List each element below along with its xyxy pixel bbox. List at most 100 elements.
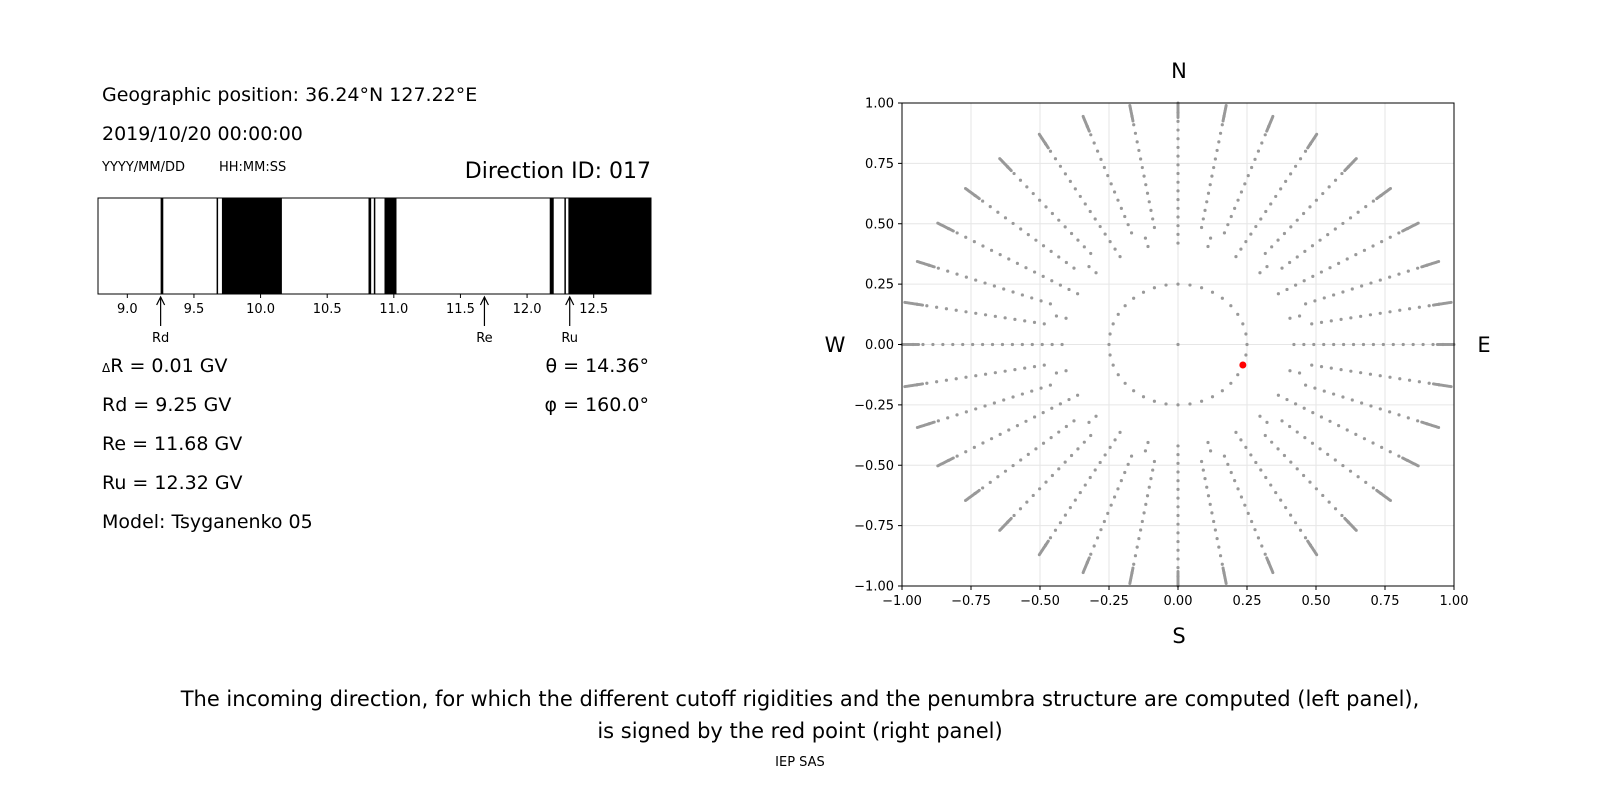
- direction-point: [1176, 539, 1180, 544]
- direction-point: [1092, 544, 1096, 548]
- direction-point: [1152, 225, 1157, 230]
- direction-point: [1076, 292, 1080, 296]
- direction-point: [1111, 363, 1115, 367]
- direction-point: [1263, 251, 1267, 256]
- direction-point: [1318, 238, 1322, 242]
- direction-point: [1064, 316, 1068, 320]
- direction-point: [1313, 386, 1317, 390]
- direction-point: [1333, 507, 1338, 511]
- direction-point: [1069, 231, 1074, 236]
- x-tick-label: −1.00: [882, 594, 922, 609]
- direction-point: [1145, 494, 1150, 498]
- direction-point: [1007, 428, 1011, 432]
- direction-point: [1053, 157, 1058, 161]
- direction-point: [1149, 477, 1153, 481]
- direction-point: [1388, 186, 1392, 190]
- direction-point: [1011, 221, 1015, 226]
- direction-point: [1315, 553, 1319, 557]
- direction-point: [1213, 528, 1217, 532]
- direction-point: [955, 413, 959, 417]
- direction-point: [1271, 571, 1275, 575]
- direction-point: [1058, 283, 1063, 287]
- direction-point: [1246, 174, 1250, 178]
- direction-point: [1030, 342, 1034, 347]
- direction-point: [1026, 232, 1030, 237]
- direction-point: [1356, 475, 1360, 479]
- direction-point: [1176, 163, 1180, 167]
- direction-point: [998, 432, 1002, 436]
- direction-point: [1113, 247, 1117, 251]
- direction-point: [1003, 316, 1007, 320]
- direction-point: [1391, 342, 1395, 347]
- direction-point: [1256, 149, 1261, 153]
- direction-point: [1205, 485, 1209, 489]
- direction-point: [1378, 311, 1382, 315]
- direction-point: [1406, 269, 1410, 273]
- direction-point: [1322, 296, 1326, 300]
- direction-point: [993, 371, 997, 375]
- direction-point: [1244, 240, 1248, 244]
- direction-point: [1039, 386, 1043, 390]
- direction-point: [1397, 454, 1401, 458]
- direction-point: [1388, 310, 1392, 314]
- direction-point: [1058, 521, 1063, 525]
- direction-point: [1282, 231, 1287, 236]
- direction-point: [1019, 227, 1023, 231]
- direction-point: [1076, 393, 1080, 397]
- direction-point: [1199, 399, 1204, 403]
- direction-point: [961, 342, 965, 347]
- direction-point: [1119, 206, 1123, 210]
- y-tick-label: 0.00: [865, 338, 894, 353]
- direction-point: [1201, 468, 1205, 472]
- direction-point: [1401, 342, 1405, 347]
- direction-point: [1308, 480, 1312, 484]
- direction-point: [1176, 145, 1180, 150]
- direction-point: [996, 475, 1000, 479]
- direction-point: [1449, 385, 1453, 389]
- direction-point: [981, 441, 985, 445]
- direction-point: [1269, 483, 1273, 487]
- direction-point: [1060, 342, 1064, 347]
- direction-point: [1042, 322, 1046, 326]
- direction-point: [1024, 266, 1028, 270]
- direction-point: [951, 342, 955, 347]
- direction-point: [1041, 274, 1045, 278]
- direction-point: [1318, 447, 1322, 451]
- direction-point: [941, 342, 945, 347]
- direction-point: [1176, 232, 1180, 236]
- direction-point: [1271, 114, 1275, 118]
- direction-point: [1388, 235, 1392, 239]
- direction-point: [1244, 445, 1248, 449]
- direction-point: [1333, 178, 1338, 182]
- direction-point: [1073, 187, 1077, 191]
- direction-point: [1276, 292, 1280, 296]
- direction-point: [1037, 553, 1041, 557]
- direction-point: [1032, 415, 1037, 419]
- direction-point: [903, 385, 907, 389]
- direction-point: [1250, 165, 1254, 170]
- time-format-label: HH:MM:SS: [219, 160, 287, 175]
- direction-point: [1042, 363, 1046, 367]
- x-tick-label: 0.75: [1371, 594, 1400, 609]
- y-tick-label: 0.25: [865, 278, 894, 293]
- direction-point: [1288, 260, 1292, 265]
- delta-r-value: ΔR = 0.01 GV: [102, 355, 227, 377]
- forbidden-interval: [221, 198, 282, 294]
- direction-point: [1253, 157, 1257, 161]
- direction-point: [1280, 419, 1284, 423]
- phi-value: φ = 160.0°: [545, 394, 649, 416]
- direction-point: [998, 253, 1002, 257]
- direction-point: [1152, 399, 1157, 403]
- marker-arrowhead: [565, 295, 575, 306]
- direction-point: [998, 528, 1002, 532]
- direction-point: [1289, 225, 1293, 229]
- direction-point: [1340, 513, 1344, 518]
- direction-point: [1208, 236, 1213, 240]
- direction-point: [1354, 528, 1358, 532]
- direction-point: [983, 372, 988, 376]
- direction-point: [1113, 438, 1117, 442]
- direction-point: [1288, 424, 1292, 429]
- direction-point: [1279, 187, 1283, 191]
- direction-point: [1146, 244, 1150, 249]
- direction-point: [1141, 290, 1146, 294]
